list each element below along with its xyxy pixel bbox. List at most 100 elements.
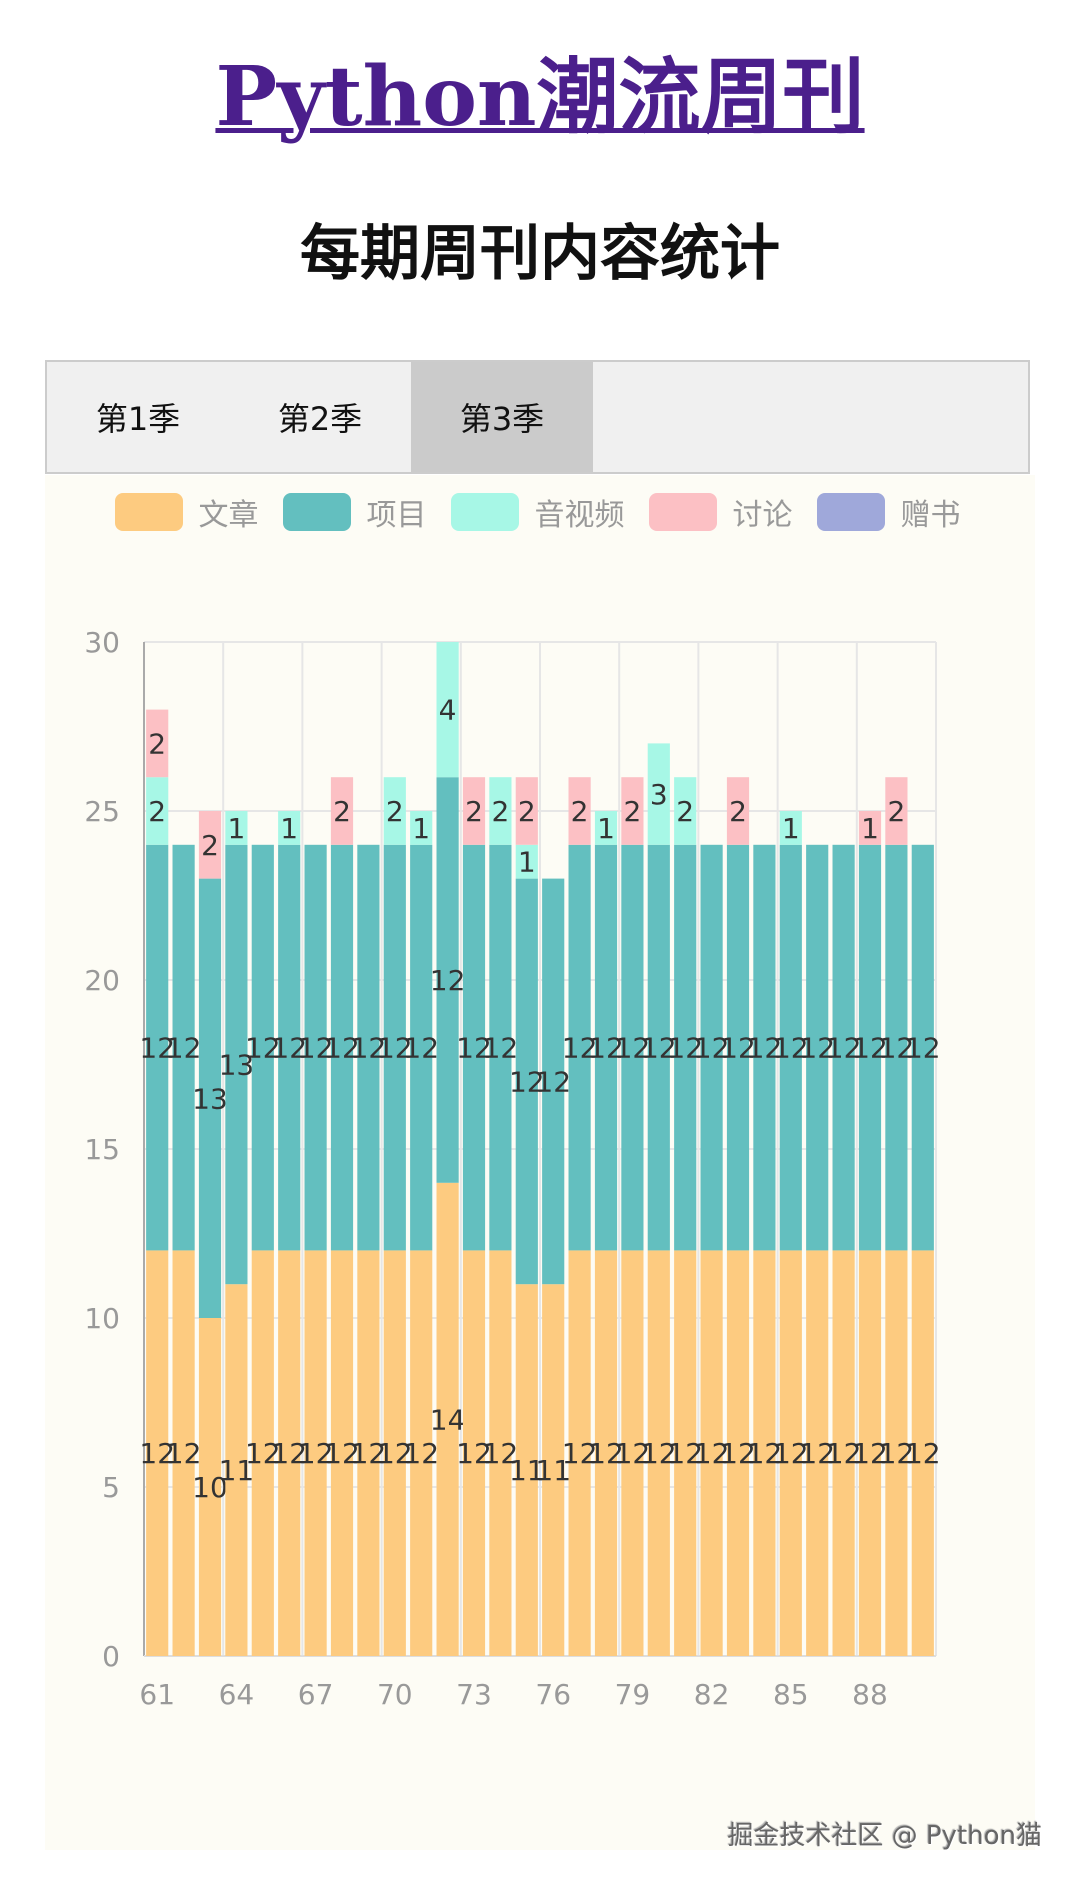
data-label: 1 bbox=[518, 846, 536, 879]
bar-segment bbox=[515, 844, 538, 879]
data-label: 2 bbox=[571, 795, 589, 828]
bar-segment bbox=[726, 844, 750, 1251]
bar-segment bbox=[779, 1250, 802, 1656]
bar-segment bbox=[515, 1284, 538, 1656]
bar-segment bbox=[885, 1250, 908, 1656]
data-label: 12 bbox=[799, 1437, 835, 1470]
bar-segment bbox=[674, 1250, 697, 1656]
bar-segment bbox=[489, 777, 512, 845]
data-label: 11 bbox=[509, 1454, 545, 1487]
bar-segment bbox=[647, 844, 670, 1251]
bar-segment bbox=[410, 844, 433, 1251]
data-label: 1 bbox=[597, 812, 615, 845]
legend: 文章 项目 音视频 讨论 赠书 bbox=[45, 490, 1030, 534]
legend-label: 音视频 bbox=[534, 498, 625, 533]
bar-segment bbox=[436, 1182, 459, 1656]
y-tick-label: 5 bbox=[102, 1471, 120, 1504]
bar-segment bbox=[726, 777, 750, 845]
bar-segment bbox=[172, 844, 195, 1251]
bar-segment bbox=[753, 1250, 776, 1656]
bar-segment bbox=[489, 844, 512, 1251]
bar-segment bbox=[911, 844, 934, 1251]
data-label: 12 bbox=[773, 1032, 809, 1065]
data-label: 12 bbox=[403, 1437, 439, 1470]
data-label: 12 bbox=[298, 1032, 334, 1065]
data-label: 12 bbox=[641, 1032, 677, 1065]
data-label: 12 bbox=[773, 1437, 809, 1470]
bar-segment bbox=[832, 1250, 855, 1656]
data-label: 12 bbox=[166, 1032, 202, 1065]
bar-segment bbox=[753, 844, 776, 1251]
y-tick-label: 10 bbox=[84, 1302, 120, 1335]
data-label: 12 bbox=[139, 1437, 175, 1470]
data-label: 12 bbox=[271, 1032, 307, 1065]
data-label: 12 bbox=[377, 1437, 413, 1470]
data-label: 1 bbox=[412, 812, 430, 845]
bar-segment bbox=[726, 1250, 750, 1656]
x-tick-label: 85 bbox=[773, 1678, 809, 1711]
data-label: 2 bbox=[465, 795, 483, 828]
legend-swatch bbox=[282, 493, 351, 531]
data-label: 12 bbox=[879, 1437, 915, 1470]
legend-swatch bbox=[816, 493, 885, 531]
bar-segment bbox=[330, 1250, 354, 1656]
data-label: 12 bbox=[456, 1437, 492, 1470]
bar-segment bbox=[858, 1250, 882, 1656]
y-tick-label: 15 bbox=[84, 1133, 120, 1166]
bar-segment bbox=[674, 844, 697, 1251]
data-label: 14 bbox=[430, 1403, 466, 1436]
y-tick-label: 20 bbox=[84, 964, 120, 997]
page-title: Python潮流周刊 bbox=[215, 49, 865, 145]
data-label: 10 bbox=[192, 1471, 228, 1504]
bar-segment bbox=[198, 1318, 222, 1656]
watermark: 掘金技术社区 @ Python猫 bbox=[727, 1821, 1042, 1851]
data-label: 12 bbox=[245, 1032, 281, 1065]
data-label: 13 bbox=[192, 1082, 228, 1115]
bar-segment bbox=[832, 844, 855, 1251]
legend-label: 赠书 bbox=[900, 498, 961, 533]
data-label: 12 bbox=[879, 1032, 915, 1065]
tab-season-2[interactable]: 第2季 bbox=[277, 400, 363, 438]
data-label: 12 bbox=[826, 1032, 862, 1065]
bar-segment bbox=[172, 1250, 195, 1656]
legend-item-projects[interactable]: 项目 bbox=[282, 490, 427, 534]
bar-segment bbox=[568, 1250, 591, 1656]
data-label: 1 bbox=[861, 812, 879, 845]
data-label: 12 bbox=[852, 1437, 888, 1470]
data-label: 12 bbox=[430, 964, 466, 997]
data-label: 2 bbox=[518, 795, 536, 828]
bar-segment bbox=[806, 1250, 829, 1656]
data-label: 12 bbox=[667, 1032, 703, 1065]
legend-item-books[interactable]: 赠书 bbox=[816, 490, 961, 534]
bar-segment bbox=[278, 811, 301, 845]
bar-segment bbox=[858, 811, 882, 845]
x-tick-label: 82 bbox=[694, 1678, 730, 1711]
bar-segment bbox=[621, 1250, 644, 1656]
data-label: 12 bbox=[747, 1032, 783, 1065]
data-label: 12 bbox=[641, 1437, 677, 1470]
data-label: 12 bbox=[166, 1437, 202, 1470]
data-label: 12 bbox=[483, 1032, 519, 1065]
data-label: 12 bbox=[694, 1437, 730, 1470]
data-label: 13 bbox=[219, 1049, 255, 1082]
bar-segment bbox=[330, 777, 354, 845]
legend-item-media[interactable]: 音视频 bbox=[450, 490, 625, 534]
chart-heading: 每期周刊内容统计 bbox=[300, 219, 780, 289]
tab-season-1[interactable]: 第1季 bbox=[95, 400, 181, 438]
bar-segment bbox=[225, 844, 248, 1285]
data-label: 4 bbox=[439, 694, 457, 727]
legend-item-discussion[interactable]: 讨论 bbox=[648, 490, 793, 534]
bar-segment bbox=[462, 844, 486, 1251]
bar-segment bbox=[225, 1284, 248, 1656]
x-tick-label: 64 bbox=[219, 1678, 255, 1711]
data-label: 2 bbox=[148, 795, 166, 828]
data-label: 12 bbox=[588, 1032, 624, 1065]
bar-segment bbox=[779, 811, 802, 845]
bar-segment bbox=[621, 777, 644, 845]
x-tick-label: 73 bbox=[456, 1678, 492, 1711]
legend-label: 讨论 bbox=[732, 498, 793, 533]
bar-segment bbox=[594, 1250, 618, 1656]
tab-season-3[interactable]: 第3季 bbox=[411, 362, 593, 472]
data-label: 12 bbox=[456, 1032, 492, 1065]
legend-item-articles[interactable]: 文章 bbox=[114, 490, 259, 534]
